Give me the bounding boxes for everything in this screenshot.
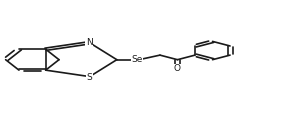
Text: O: O xyxy=(174,64,181,73)
Text: Se: Se xyxy=(132,55,143,64)
Text: N: N xyxy=(86,38,92,47)
Text: S: S xyxy=(87,73,92,82)
